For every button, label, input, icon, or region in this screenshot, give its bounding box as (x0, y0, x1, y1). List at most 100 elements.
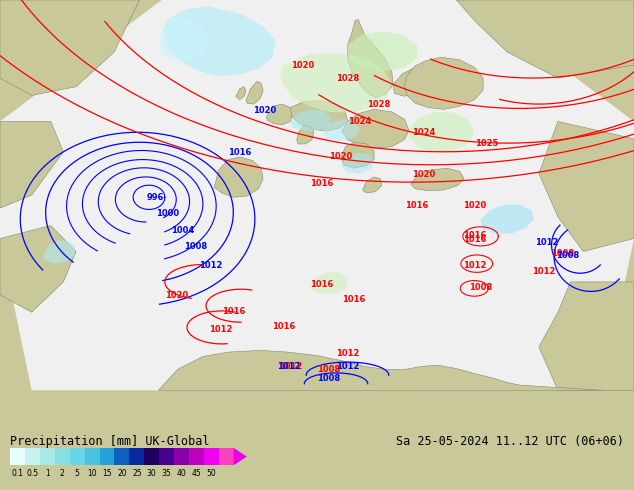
Text: 10: 10 (87, 468, 97, 478)
Text: 1020: 1020 (292, 61, 314, 70)
Text: 1012: 1012 (279, 362, 302, 371)
Text: 1016: 1016 (342, 294, 365, 304)
Polygon shape (347, 20, 393, 98)
Text: 1012: 1012 (535, 238, 558, 247)
Text: 1012: 1012 (533, 267, 555, 275)
Text: 1012: 1012 (463, 261, 486, 270)
Text: 1016: 1016 (311, 279, 333, 289)
Polygon shape (341, 142, 374, 168)
Polygon shape (322, 119, 360, 141)
Text: 30: 30 (147, 468, 157, 478)
Text: 996: 996 (146, 193, 164, 202)
Text: 1: 1 (45, 468, 50, 478)
Text: 35: 35 (162, 468, 172, 478)
Text: 1012: 1012 (277, 363, 300, 371)
Polygon shape (409, 112, 474, 152)
Polygon shape (290, 109, 331, 131)
Polygon shape (456, 0, 634, 78)
Polygon shape (234, 448, 247, 465)
Text: 1016: 1016 (222, 307, 245, 316)
Text: 1000: 1000 (157, 209, 179, 218)
Text: 1016: 1016 (273, 321, 295, 331)
Text: 1020: 1020 (330, 152, 353, 162)
Text: 1020: 1020 (412, 170, 435, 179)
Polygon shape (309, 272, 347, 294)
Polygon shape (290, 100, 347, 131)
Text: 50: 50 (207, 468, 216, 478)
Text: 20: 20 (117, 468, 127, 478)
Bar (100, 448, 115, 465)
Text: 1012: 1012 (209, 325, 232, 334)
Text: 1028: 1028 (336, 74, 359, 82)
Polygon shape (341, 153, 374, 173)
Text: 1020: 1020 (165, 291, 188, 300)
Text: 1008: 1008 (317, 365, 340, 374)
Bar (70, 448, 85, 465)
Text: 1016: 1016 (406, 201, 429, 211)
Bar (115, 448, 129, 465)
Bar (204, 448, 219, 465)
Polygon shape (164, 6, 276, 76)
Bar (189, 448, 204, 465)
Text: 1012: 1012 (199, 261, 222, 270)
Polygon shape (0, 225, 76, 312)
Polygon shape (158, 17, 209, 61)
Text: 1016: 1016 (311, 178, 333, 188)
Text: 1008: 1008 (552, 249, 574, 258)
Bar (10, 448, 25, 465)
Polygon shape (342, 109, 409, 148)
Bar (25, 448, 40, 465)
Bar (40, 448, 55, 465)
Polygon shape (43, 241, 75, 264)
Bar (174, 448, 189, 465)
Text: Precipitation [mm] UK-Global: Precipitation [mm] UK-Global (10, 435, 210, 448)
Polygon shape (0, 122, 63, 208)
Bar (85, 448, 100, 465)
Polygon shape (158, 350, 602, 390)
Text: Sa 25-05-2024 11..12 UTC (06+06): Sa 25-05-2024 11..12 UTC (06+06) (396, 435, 624, 448)
Polygon shape (404, 57, 483, 109)
Text: 1008: 1008 (469, 283, 492, 292)
Polygon shape (393, 67, 426, 96)
Bar (145, 448, 159, 465)
Text: 1012: 1012 (336, 349, 359, 358)
Polygon shape (539, 282, 634, 390)
Text: 1016: 1016 (463, 235, 486, 244)
Text: 15: 15 (102, 468, 112, 478)
Text: 25: 25 (132, 468, 141, 478)
Text: 1016: 1016 (463, 230, 486, 240)
Polygon shape (0, 0, 634, 390)
Polygon shape (539, 122, 634, 251)
Text: 45: 45 (191, 468, 202, 478)
Text: 1016: 1016 (228, 148, 251, 157)
Polygon shape (280, 53, 392, 113)
Polygon shape (297, 126, 314, 144)
Bar (159, 448, 174, 465)
Text: 1008: 1008 (556, 251, 579, 260)
Bar (219, 448, 234, 465)
Polygon shape (411, 168, 464, 191)
Text: 1028: 1028 (368, 100, 391, 109)
Polygon shape (363, 177, 382, 193)
Text: 1025: 1025 (476, 140, 498, 148)
Text: 1020: 1020 (463, 201, 486, 211)
Polygon shape (246, 81, 263, 104)
Text: 40: 40 (177, 468, 186, 478)
Polygon shape (266, 104, 293, 125)
Bar (55, 448, 70, 465)
Text: 0.5: 0.5 (27, 468, 39, 478)
Text: 0.1: 0.1 (11, 468, 23, 478)
Text: 1004: 1004 (171, 226, 194, 235)
Bar (129, 448, 145, 465)
Polygon shape (481, 205, 534, 233)
Polygon shape (0, 0, 139, 96)
Text: 1024: 1024 (349, 117, 372, 126)
Polygon shape (236, 87, 246, 100)
Text: 1020: 1020 (254, 106, 276, 115)
Text: 1012: 1012 (336, 363, 359, 371)
Text: 2: 2 (60, 468, 65, 478)
Text: 1024: 1024 (412, 128, 435, 137)
Text: 1008: 1008 (317, 374, 340, 383)
Polygon shape (347, 31, 417, 72)
Text: 5: 5 (75, 468, 80, 478)
